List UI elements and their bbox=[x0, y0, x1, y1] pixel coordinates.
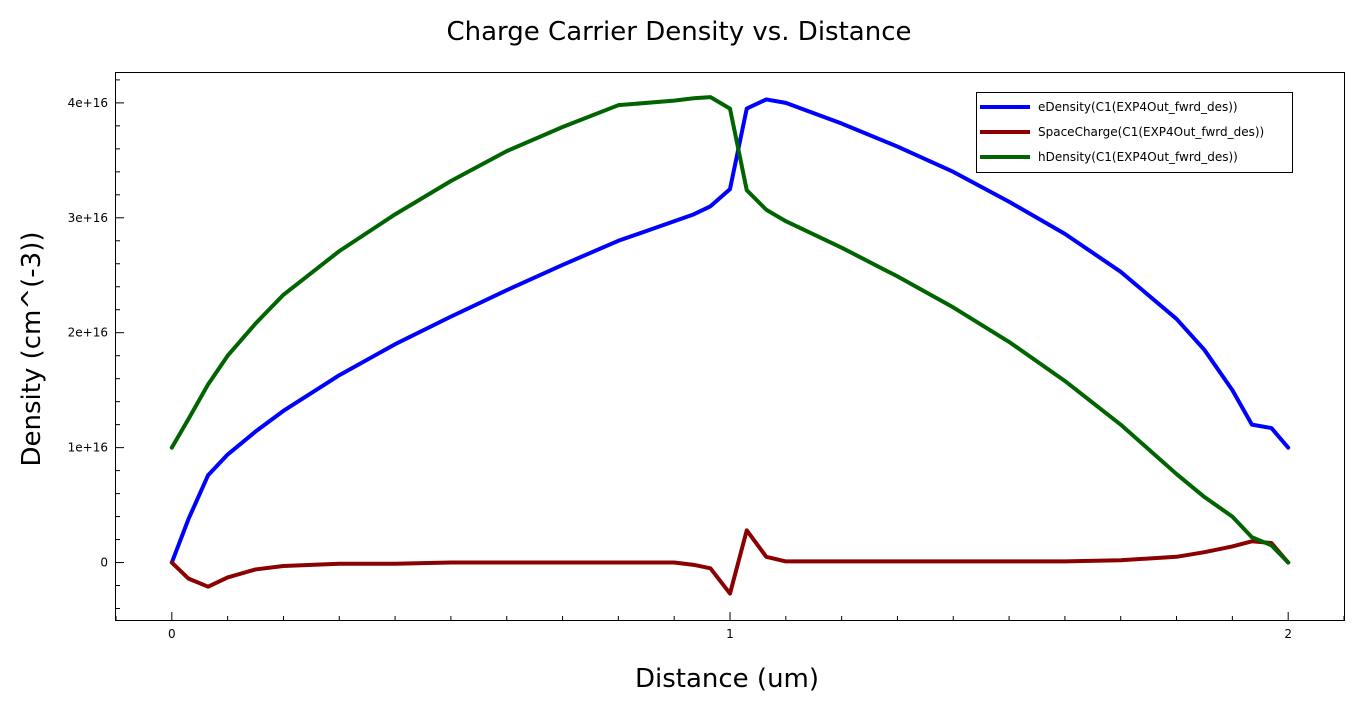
y-axis: 0 1e+16 2e+16 3e+16 4e+16 bbox=[68, 79, 124, 610]
x-axis-label: Distance (um) bbox=[635, 664, 819, 694]
series-line-edensity bbox=[169, 97, 1291, 565]
y-tick-label: 2e+16 bbox=[68, 326, 108, 340]
x-axis: 0 1 2 bbox=[115, 612, 1345, 641]
legend-label-spacecharge: SpaceCharge(C1(EXP4Out_fwrd_des)) bbox=[1038, 125, 1264, 139]
series-layer bbox=[169, 95, 1291, 596]
x-tick-label: 1 bbox=[726, 627, 734, 641]
y-tick-label: 4e+16 bbox=[68, 96, 108, 110]
series-line-hdensity bbox=[169, 95, 1291, 565]
legend-label-hdensity: hDensity(C1(EXP4Out_fwrd_des)) bbox=[1038, 150, 1238, 164]
x-tick-label: 2 bbox=[1284, 627, 1292, 641]
legend: eDensity(C1(EXP4Out_fwrd_des)) SpaceChar… bbox=[976, 92, 1293, 173]
plot-area-frame bbox=[115, 72, 1345, 621]
x-tick-label: 0 bbox=[168, 627, 176, 641]
y-axis-label: Density (cm^(-3)) bbox=[17, 231, 47, 466]
y-tick-label: 0 bbox=[100, 556, 108, 570]
chart-title: Charge Carrier Density vs. Distance bbox=[446, 17, 911, 47]
series-line-spacecharge bbox=[169, 528, 1291, 596]
legend-label-edensity: eDensity(C1(EXP4Out_fwrd_des)) bbox=[1038, 100, 1238, 114]
y-tick-label: 3e+16 bbox=[68, 211, 108, 225]
y-tick-label: 1e+16 bbox=[68, 441, 108, 455]
